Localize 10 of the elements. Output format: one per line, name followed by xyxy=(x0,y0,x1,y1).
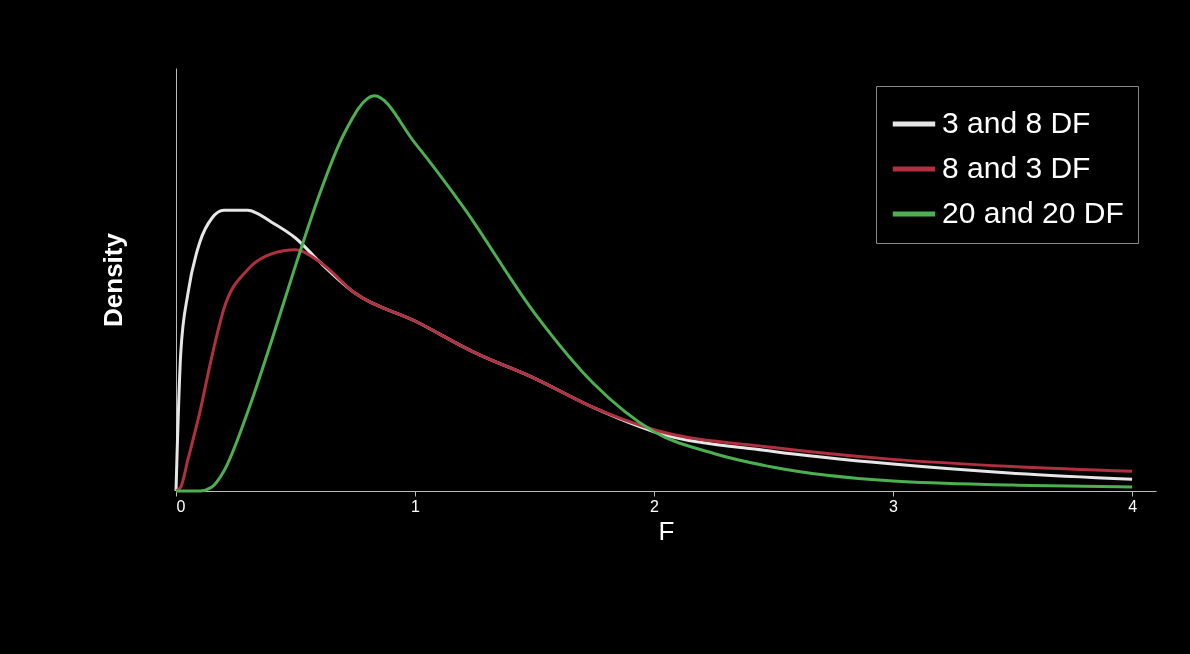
legend-label: 8 and 3 DF xyxy=(942,151,1091,184)
x-tick-label: 1 xyxy=(411,497,421,515)
y-axis-title: Density xyxy=(97,232,128,327)
x-tick-label: 3 xyxy=(889,497,899,515)
x-tick-label: 4 xyxy=(1128,497,1138,515)
x-tick-label: 0 xyxy=(176,497,186,515)
legend-label: 20 and 20 DF xyxy=(942,196,1124,229)
x-tick-label: 2 xyxy=(650,497,660,515)
x-axis-title: F xyxy=(658,515,675,546)
legend-label: 3 and 8 DF xyxy=(942,106,1091,139)
